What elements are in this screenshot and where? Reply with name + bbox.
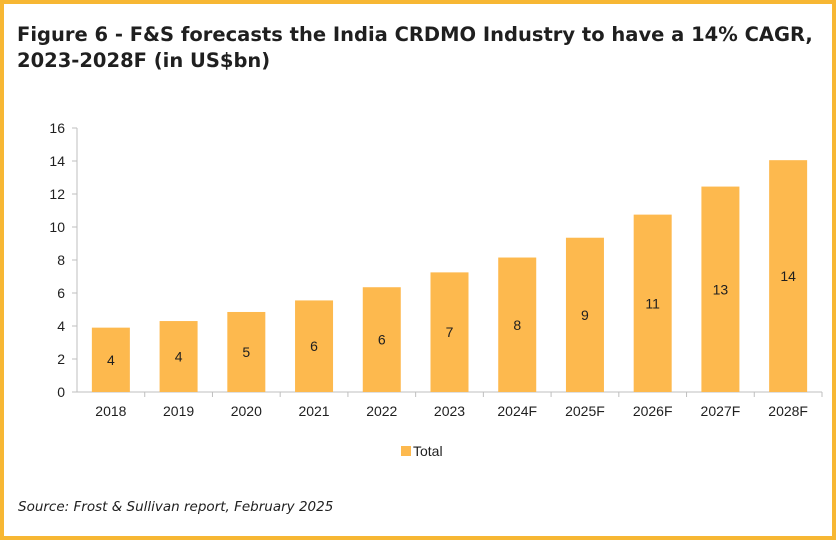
bar: [91, 327, 130, 392]
y-tick-label: 0: [57, 384, 65, 400]
y-tick-label: 12: [49, 186, 65, 202]
y-tick-label: 14: [49, 153, 65, 169]
bar: [701, 186, 740, 392]
bar-data-label: 9: [581, 307, 589, 323]
x-tick-label: 2027F: [701, 403, 741, 419]
x-tick-label: 2023: [434, 403, 465, 419]
y-tick-label: 10: [49, 219, 65, 235]
bar-data-label: 11: [645, 295, 660, 311]
bar: [565, 237, 604, 392]
bar: [362, 287, 401, 392]
bar-data-label: 14: [780, 268, 796, 284]
bar: [159, 321, 198, 392]
bar-data-label: 7: [446, 324, 454, 340]
y-tick-label: 2: [57, 351, 65, 367]
bar-data-label: 6: [310, 338, 318, 354]
bar-data-label: 6: [378, 332, 386, 348]
y-tick-label: 4: [57, 318, 65, 334]
bar-data-label: 4: [175, 349, 183, 365]
x-tick-label: 2018: [95, 403, 126, 419]
legend-swatch: [401, 446, 411, 456]
x-tick-label: 2026F: [633, 403, 673, 419]
bar: [295, 300, 334, 392]
bar-chart: 0 2 4 6 8 10 12 14 16 4 2018 4 2019 5 2020 6 2021 6 2022 7 2…: [49, 120, 823, 459]
x-tick-label: 2019: [163, 403, 194, 419]
bar: [498, 257, 537, 392]
source-note: Source: Frost & Sullivan report, Februar…: [18, 499, 334, 515]
y-tick-label: 8: [57, 252, 65, 268]
bar: [633, 214, 672, 392]
x-tick-label: 2028F: [768, 403, 808, 419]
x-tick-label: 2020: [231, 403, 262, 419]
y-tick-label: 6: [57, 285, 65, 301]
bar-data-label: 5: [242, 344, 250, 360]
bar: [430, 272, 469, 392]
x-tick-label: 2025F: [565, 403, 605, 419]
bar-data-label: 4: [107, 352, 115, 368]
x-tick-label: 2024F: [497, 403, 537, 419]
bar-data-label: 13: [713, 281, 729, 297]
chart-title: Figure 6 - F&S forecasts the India CRDMO…: [17, 23, 813, 72]
x-tick-label: 2021: [298, 403, 329, 419]
bar: [227, 311, 266, 392]
legend-label: Total: [413, 443, 443, 459]
y-tick-label: 16: [49, 120, 65, 136]
bar: [769, 160, 808, 392]
bar-data-label: 8: [513, 317, 521, 333]
x-tick-label: 2022: [366, 403, 397, 419]
